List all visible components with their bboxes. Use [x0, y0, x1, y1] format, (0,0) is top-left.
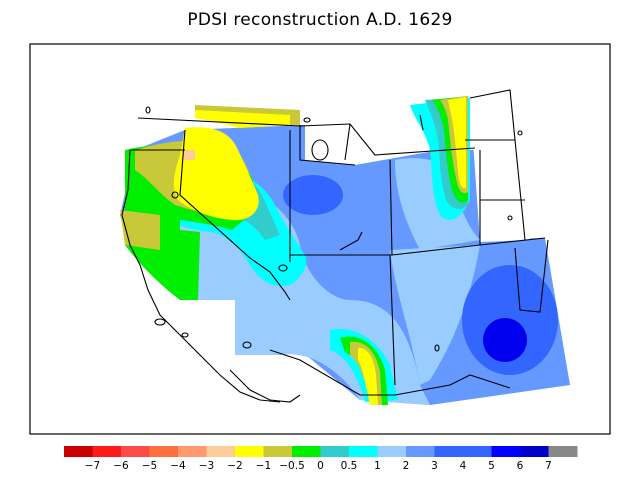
legend-swatch: [292, 446, 321, 457]
legend-tick-label: 7: [545, 460, 552, 472]
legend-tick-label: 6: [517, 460, 524, 472]
field-green-4: [180, 230, 200, 300]
legend-swatch: [206, 446, 236, 457]
legend-tick-label: −7: [85, 460, 100, 472]
legend-swatch: [463, 446, 492, 457]
legend-tick-label: −3: [199, 460, 214, 472]
legend-tick-label: −0.5: [279, 460, 305, 472]
legend-swatch: [149, 446, 179, 457]
legend-tick-label: 5: [488, 460, 495, 472]
legend-swatch: [520, 446, 549, 457]
no-data-ne: [470, 90, 530, 242]
legend-tick-label: 0: [317, 460, 324, 472]
legend-swatch: [406, 446, 435, 457]
legend-tick-label: 3: [431, 460, 438, 472]
legend-tick-label: −2: [227, 460, 242, 472]
field-yellow: [173, 127, 259, 221]
field-yellow-2: [195, 110, 290, 128]
legend-tick-label: −5: [142, 460, 157, 472]
field-deep-blue: [483, 318, 527, 362]
field-light-blue-3: [390, 245, 480, 385]
legend-swatch: [377, 446, 407, 457]
legend-swatch: [92, 446, 122, 457]
legend-swatch: [263, 446, 293, 457]
legend-tick-label: 1: [374, 460, 381, 472]
field-yellow-4: [358, 347, 378, 405]
legend-tick-label: 0.5: [341, 460, 358, 472]
no-data-north: [305, 120, 355, 165]
field-blue-1: [283, 175, 343, 215]
legend-swatch: [320, 446, 350, 457]
field-olive-2: [120, 210, 160, 250]
legend-tick-label: −1: [256, 460, 271, 472]
field-yellow-3: [448, 97, 466, 189]
map-borders: [121, 89, 549, 403]
legend-swatch: [434, 446, 464, 457]
legend-tick-label: −6: [113, 460, 129, 472]
field-peach-spot: [183, 150, 195, 160]
legend-swatch: [64, 446, 93, 457]
legend-swatch: [121, 446, 150, 457]
legend-swatch: [548, 446, 578, 457]
legend-swatch: [178, 446, 207, 457]
legend-tick-label: 4: [460, 460, 467, 472]
legend-swatch: [349, 446, 378, 457]
map-lakes: [145, 106, 523, 352]
legend-tick-label: 2: [403, 460, 410, 472]
legend-swatch: [235, 446, 264, 457]
chart-title: PDSI reconstruction A.D. 1629: [187, 10, 453, 30]
legend-swatch: [491, 446, 521, 457]
legend-tick-label: −4: [170, 460, 186, 472]
